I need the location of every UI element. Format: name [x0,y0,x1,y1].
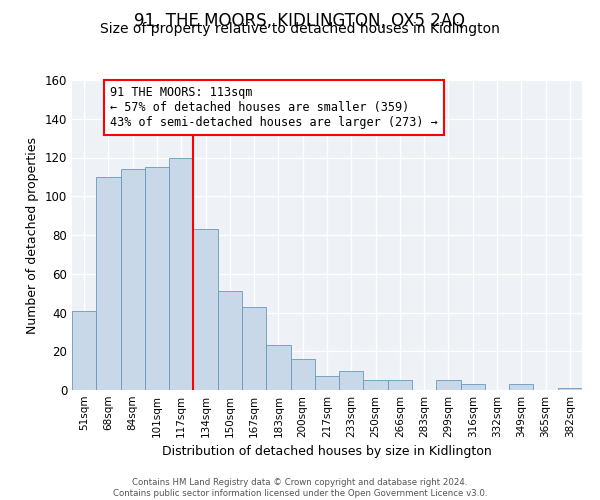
Y-axis label: Number of detached properties: Number of detached properties [26,136,39,334]
Bar [145,167,169,390]
Text: Size of property relative to detached houses in Kidlington: Size of property relative to detached ho… [100,22,500,36]
Bar [290,359,315,390]
Bar [169,158,193,390]
Bar [509,384,533,390]
Bar [193,229,218,390]
Bar [242,306,266,390]
Bar [96,177,121,390]
Bar [436,380,461,390]
Bar [266,346,290,390]
Bar [72,310,96,390]
X-axis label: Distribution of detached houses by size in Kidlington: Distribution of detached houses by size … [162,446,492,458]
Text: 91 THE MOORS: 113sqm
← 57% of detached houses are smaller (359)
43% of semi-deta: 91 THE MOORS: 113sqm ← 57% of detached h… [110,86,438,129]
Text: Contains HM Land Registry data © Crown copyright and database right 2024.
Contai: Contains HM Land Registry data © Crown c… [113,478,487,498]
Text: 91, THE MOORS, KIDLINGTON, OX5 2AQ: 91, THE MOORS, KIDLINGTON, OX5 2AQ [134,12,466,30]
Bar [315,376,339,390]
Bar [558,388,582,390]
Bar [388,380,412,390]
Bar [121,169,145,390]
Bar [339,370,364,390]
Bar [364,380,388,390]
Bar [218,291,242,390]
Bar [461,384,485,390]
